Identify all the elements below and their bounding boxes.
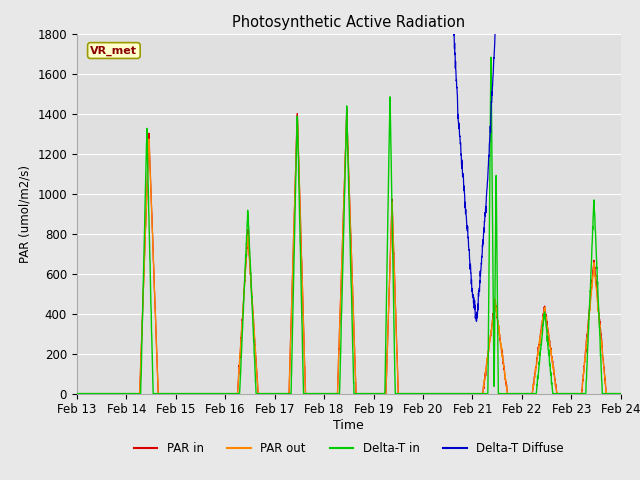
X-axis label: Time: Time	[333, 419, 364, 432]
Text: VR_met: VR_met	[90, 46, 138, 56]
Legend: PAR in, PAR out, Delta-T in, Delta-T Diffuse: PAR in, PAR out, Delta-T in, Delta-T Dif…	[129, 437, 568, 460]
Y-axis label: PAR (umol/m2/s): PAR (umol/m2/s)	[19, 165, 32, 263]
Title: Photosynthetic Active Radiation: Photosynthetic Active Radiation	[232, 15, 465, 30]
